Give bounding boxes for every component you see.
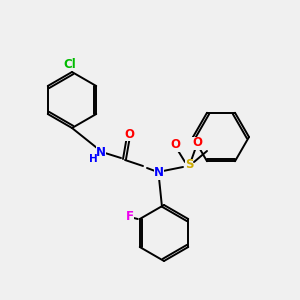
Text: N: N	[96, 146, 106, 158]
Text: S: S	[185, 158, 193, 172]
Text: H: H	[88, 154, 98, 164]
Text: Cl: Cl	[64, 58, 76, 70]
Text: N: N	[154, 167, 164, 179]
Text: O: O	[124, 128, 134, 140]
Text: F: F	[126, 211, 134, 224]
Text: O: O	[192, 136, 202, 149]
Text: O: O	[170, 139, 180, 152]
